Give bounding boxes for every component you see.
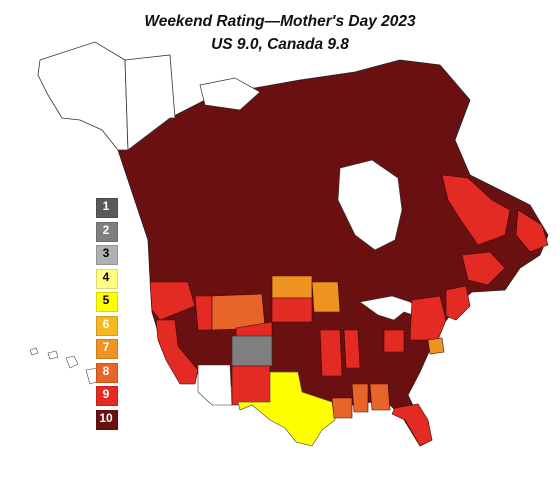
region-hawaii [29,347,103,385]
legend-label: 10 [99,410,113,425]
region-arizona [197,364,233,406]
legend-label: 5 [102,293,110,307]
legend-item-8: 8 [96,361,120,385]
region-yukon [124,54,176,151]
region-arctic-islands [199,77,261,111]
legend-swatch [96,362,118,383]
region-maryland [427,337,445,355]
region-ohio [383,329,405,353]
legend-item-4: 4 [96,267,120,291]
legend-swatch [96,245,118,265]
legend-swatch [96,221,118,242]
legend-swatch [96,386,118,406]
region-alaska [37,41,129,151]
region-louisiana [331,397,353,419]
region-colorado [231,335,273,367]
region-washington-oregon [149,281,196,321]
region-quebec-east [441,174,511,246]
legend-item-9: 9 [96,384,120,408]
legend-label: 6 [102,316,110,331]
legend-label: 9 [102,387,110,401]
legend-item-7: 7 [96,337,120,361]
region-new-england [445,285,471,321]
region-new-york-pa [409,295,447,341]
legend-item-1: 1 [96,196,120,220]
legend-item-10: 10 [96,408,120,432]
region-new-mexico [231,365,271,406]
map-title: Weekend Rating—Mother's Day 2023 [144,13,416,30]
map-subtitle: US 9.0, Canada 9.8 [211,36,349,53]
legend-swatch [96,339,118,359]
region-maritimes [461,251,506,286]
region-illinois [343,329,361,369]
region-california [155,319,199,385]
region-south-dakota [271,297,313,323]
legend-swatch [96,315,118,336]
region-idaho [194,295,213,331]
legend-label: 4 [102,269,110,284]
region-texas [237,371,336,447]
rating-legend: 1 2 3 4 5 6 7 8 9 10 [96,196,120,431]
hudson-bay [337,159,403,251]
legend-label: 1 [102,199,110,213]
legend-item-6: 6 [96,314,120,338]
legend-label: 7 [102,340,110,354]
legend-label: 2 [102,222,110,237]
region-mississippi [351,383,369,413]
legend-item-2: 2 [96,220,120,244]
legend-item-5: 5 [96,290,120,314]
region-north-dakota [271,275,313,299]
region-minnesota [311,281,341,313]
legend-swatch [96,268,118,289]
legend-swatch [96,409,118,430]
legend-label: 8 [102,363,110,378]
region-iowa-missouri [319,329,343,377]
region-alabama [369,383,391,411]
region-florida [391,403,433,447]
legend-label: 3 [102,246,110,260]
region-newfoundland [515,209,549,253]
legend-swatch [96,198,118,218]
legend-swatch [96,292,118,312]
legend-item-3: 3 [96,243,120,267]
